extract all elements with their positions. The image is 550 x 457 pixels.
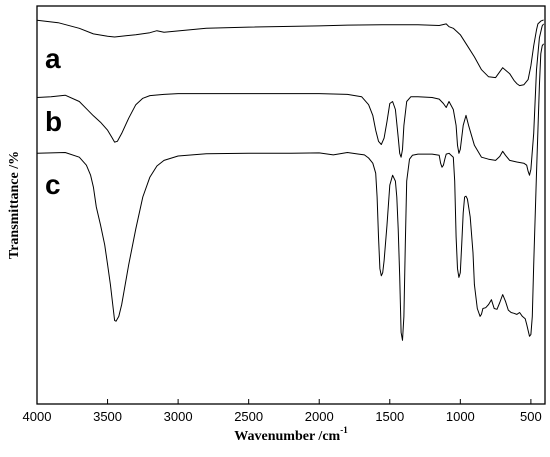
x-tick-label: 2500 — [234, 409, 263, 424]
x-tick-label: 1500 — [375, 409, 404, 424]
series-line-c — [36, 43, 545, 341]
x-tick-label: 1000 — [446, 409, 475, 424]
x-tick-label: 4000 — [23, 409, 52, 424]
x-tick-label: 500 — [520, 409, 542, 424]
series-labels: a b c — [45, 43, 62, 200]
y-axis-title: Transmittance /% — [7, 151, 22, 259]
series-line-a — [36, 19, 544, 87]
x-axis-title: Wavenumber /cm-1 — [234, 425, 348, 444]
x-tick-label: 3000 — [164, 409, 193, 424]
x-tick-label: 3500 — [93, 409, 122, 424]
series-label-b: b — [45, 106, 62, 137]
series-label-c: c — [45, 169, 61, 200]
series-group — [36, 19, 545, 341]
series-line-b — [36, 23, 545, 176]
series-label-a: a — [45, 43, 61, 74]
x-tick-label: 2000 — [305, 409, 334, 424]
plot-frame — [36, 5, 546, 405]
x-axis-ticks: 4000 3500 3000 2500 2000 1500 1000 500 — [23, 399, 542, 424]
